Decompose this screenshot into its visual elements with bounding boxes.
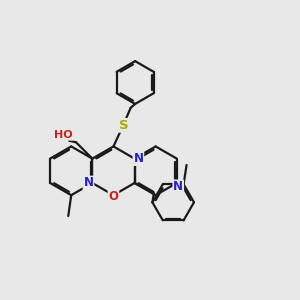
Text: HO: HO	[54, 130, 73, 140]
Text: O: O	[109, 190, 118, 203]
Text: N: N	[173, 180, 183, 194]
Text: N: N	[134, 152, 143, 165]
Text: N: N	[83, 176, 94, 190]
Text: S: S	[119, 119, 129, 132]
